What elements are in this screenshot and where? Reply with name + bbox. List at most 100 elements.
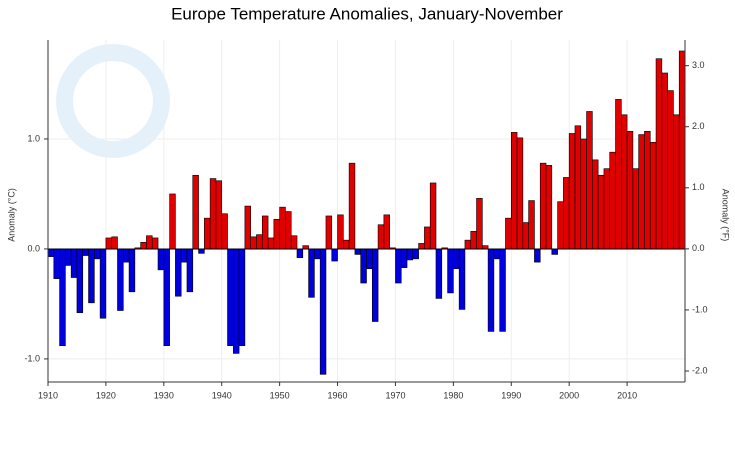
x-tick-label: 2010 (617, 390, 637, 400)
bar (632, 168, 639, 250)
bar (215, 180, 223, 250)
y2-tick-label: 0.0 (692, 243, 705, 253)
bar (140, 242, 147, 250)
bar (105, 237, 112, 250)
bar (348, 162, 356, 250)
bar (487, 248, 495, 332)
bar (238, 248, 246, 347)
bar (354, 248, 362, 255)
bar (638, 134, 645, 250)
bar (400, 248, 408, 268)
bar (169, 193, 176, 250)
bar (470, 231, 477, 250)
bar (250, 236, 257, 250)
bar (626, 130, 634, 250)
bar (371, 248, 379, 322)
bar (516, 137, 524, 250)
bar (221, 213, 228, 250)
bar (343, 239, 350, 250)
bar (146, 235, 153, 250)
bar (175, 248, 182, 297)
bar (244, 205, 251, 250)
bar (476, 198, 483, 250)
bar (117, 248, 124, 311)
bar (227, 248, 234, 347)
x-tick-label: 1980 (443, 390, 463, 400)
x-tick-label: 1940 (212, 390, 232, 400)
bar (534, 248, 541, 263)
bar (592, 159, 599, 250)
bar (366, 248, 373, 270)
bar (82, 248, 89, 256)
bar (325, 215, 333, 250)
bar (418, 243, 425, 250)
x-tick-label: 1920 (96, 390, 116, 400)
bar (151, 237, 159, 250)
x-tick-label: 1960 (328, 390, 348, 400)
y2-tick-label: -1.0 (692, 304, 708, 314)
bar (256, 234, 263, 250)
bar (424, 226, 431, 250)
bar (111, 236, 118, 250)
bar (383, 214, 390, 250)
y2-axis-label: Anomaly (°F) (721, 189, 731, 242)
bar (233, 248, 240, 354)
bar (673, 114, 680, 250)
bar (551, 248, 558, 255)
bar (655, 58, 663, 250)
bar (308, 248, 315, 298)
bar (76, 248, 84, 314)
bar (453, 248, 460, 270)
bar (186, 248, 194, 293)
bar (377, 224, 385, 250)
bar (99, 248, 107, 319)
bar (279, 206, 286, 250)
bar (563, 177, 570, 250)
bar (209, 178, 217, 250)
bar (499, 248, 506, 332)
bar (574, 125, 582, 250)
y2-tick-label: 1.0 (692, 182, 705, 192)
bar (53, 248, 60, 279)
bar (395, 248, 402, 284)
bar (580, 138, 587, 250)
bar (510, 132, 518, 250)
bar (649, 141, 657, 250)
bar (285, 211, 292, 250)
y-tick-label: -1.0 (24, 353, 40, 363)
bar (539, 162, 547, 250)
bar (261, 215, 269, 250)
bar (644, 130, 651, 250)
x-tick-label: 1990 (501, 390, 521, 400)
bar (586, 111, 593, 250)
bar (65, 248, 72, 266)
bar (678, 50, 686, 250)
logo-circle (56, 44, 170, 158)
bar (360, 248, 367, 284)
bar (603, 168, 611, 250)
x-tick-label: 1950 (270, 390, 290, 400)
y-tick-label: 1.0 (27, 133, 40, 143)
chart-title: Europe Temperature Anomalies, January-No… (171, 4, 563, 23)
bar (557, 201, 564, 250)
y2-tick-label: 3.0 (692, 60, 705, 70)
bar (290, 235, 298, 250)
bar (273, 218, 280, 250)
x-tick-label: 1910 (38, 390, 58, 400)
bar (493, 248, 500, 260)
bar (337, 214, 344, 250)
bar (522, 222, 529, 250)
bar (661, 72, 668, 250)
bar (296, 248, 304, 259)
bar (128, 248, 136, 293)
x-tick-label: 1970 (385, 390, 405, 400)
bar (157, 248, 165, 271)
bar (447, 248, 454, 294)
bar (59, 248, 66, 347)
bar (429, 182, 437, 250)
y2-tick-label: -2.0 (692, 365, 708, 375)
bar (609, 151, 616, 250)
y-tick-label: 0.0 (27, 243, 40, 253)
bar (267, 237, 275, 250)
